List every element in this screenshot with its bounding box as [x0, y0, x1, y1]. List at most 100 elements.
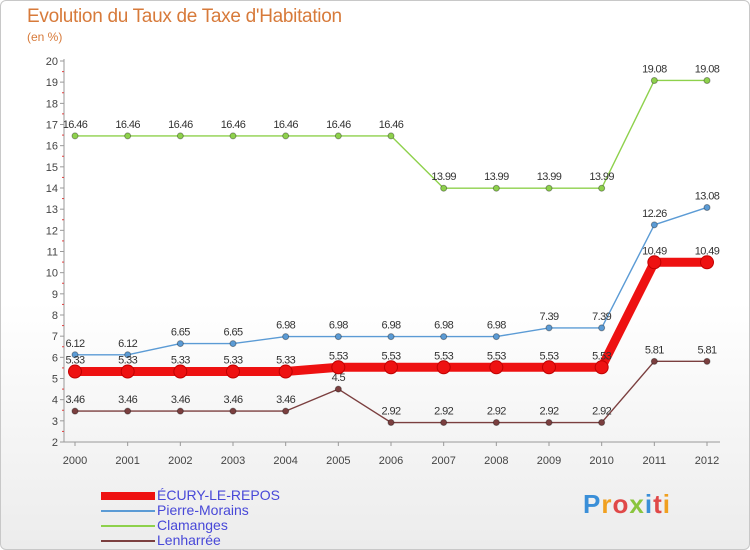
data-label: 5.53	[434, 350, 453, 362]
data-label: 5.33	[171, 355, 190, 367]
data-label: 12.26	[642, 208, 667, 220]
data-point	[492, 419, 500, 427]
data-label: 16.46	[273, 119, 298, 131]
x-tick-label: 2001	[115, 455, 139, 467]
logo-letter: i	[644, 489, 654, 519]
chart-title: Evolution du Taux de Taxe d'Habitation	[27, 6, 342, 27]
data-point	[594, 360, 609, 375]
data-label: 13.99	[537, 171, 562, 183]
y-tick-label: 4	[52, 395, 58, 407]
data-label: 5.33	[65, 355, 84, 367]
x-tick-label: 2012	[695, 455, 719, 467]
legend-swatch	[101, 492, 155, 500]
data-label: 6.65	[171, 327, 190, 339]
data-point	[387, 419, 395, 427]
y-tick-label: 8	[52, 310, 58, 322]
data-point	[650, 221, 658, 229]
data-label: 6.98	[487, 320, 506, 332]
data-point	[331, 360, 346, 375]
data-point	[545, 324, 553, 332]
data-label: 16.46	[379, 119, 404, 131]
y-tick-label: 15	[46, 162, 58, 174]
data-point	[440, 184, 448, 192]
data-point	[124, 407, 132, 415]
data-point	[545, 419, 553, 427]
data-point	[278, 364, 293, 379]
data-point	[436, 360, 451, 375]
data-point	[650, 76, 658, 84]
data-point	[492, 184, 500, 192]
data-point	[68, 364, 82, 379]
y-tick-label: 3	[52, 416, 58, 428]
x-tick-label: 2007	[431, 455, 455, 467]
chart-unit-label: (en %)	[27, 30, 63, 44]
data-label: 16.46	[221, 119, 246, 131]
logo-letter: o	[612, 489, 630, 519]
y-tick-label: 20	[46, 56, 58, 68]
x-tick-label: 2010	[589, 455, 613, 467]
data-label: 5.53	[381, 350, 400, 362]
data-point	[647, 255, 662, 270]
data-point	[71, 407, 79, 415]
legend-label: Clamanges	[157, 517, 228, 533]
data-label: 5.81	[645, 344, 664, 356]
y-tick-label: 12	[46, 225, 58, 237]
data-point	[229, 407, 237, 415]
data-label: 16.46	[326, 119, 351, 131]
data-point	[703, 76, 711, 84]
x-tick-label: 2005	[326, 455, 350, 467]
y-tick-label: 9	[52, 289, 58, 301]
logo-letter: x	[629, 489, 645, 519]
data-label: 6.12	[118, 338, 137, 350]
data-label: 2.92	[381, 406, 400, 418]
data-point	[229, 340, 237, 348]
data-point	[120, 364, 135, 379]
data-label: 3.46	[65, 394, 84, 406]
series-line	[74, 206, 708, 356]
proxiti-logo: Proxiti	[583, 489, 671, 520]
data-point	[598, 419, 606, 427]
y-tick-label: 16	[46, 141, 58, 153]
y-tick-label: 5	[52, 374, 58, 386]
data-point	[387, 132, 395, 140]
data-label: 6.98	[381, 320, 400, 332]
data-label: 19.08	[695, 63, 720, 75]
data-point	[440, 419, 448, 427]
data-point	[176, 407, 184, 415]
data-point	[226, 364, 240, 379]
y-tick-label: 14	[46, 183, 58, 195]
data-point	[124, 132, 132, 140]
data-label: 13.99	[589, 171, 614, 183]
data-label: 4.5	[332, 372, 346, 384]
data-point	[71, 351, 79, 359]
data-point	[598, 324, 606, 332]
data-label: 5.33	[223, 355, 242, 367]
x-tick-label: 2006	[379, 455, 403, 467]
data-label: 6.98	[329, 320, 348, 332]
data-point	[489, 360, 504, 375]
logo-letter: i	[662, 489, 671, 519]
data-label: 13.99	[431, 171, 456, 183]
x-tick-label: 2003	[221, 455, 245, 467]
legend-swatch	[101, 510, 155, 512]
data-label: 10.49	[642, 245, 667, 257]
data-label: 5.53	[487, 350, 506, 362]
data-point	[542, 360, 556, 375]
data-point	[334, 333, 342, 341]
data-label: 19.08	[642, 63, 667, 75]
data-label: 5.53	[592, 350, 611, 362]
data-label: 6.12	[65, 338, 84, 350]
data-point	[384, 360, 398, 375]
legend-label: Lenharrée	[157, 532, 221, 548]
data-point	[334, 132, 342, 140]
legend-swatch	[101, 525, 155, 527]
data-label: 13.08	[695, 190, 720, 202]
data-label: 5.33	[276, 355, 295, 367]
data-point	[334, 385, 342, 393]
x-tick-label: 2002	[168, 455, 192, 467]
x-tick-label: 2004	[273, 455, 297, 467]
data-label: 6.98	[276, 320, 295, 332]
logo-letter: t	[653, 489, 663, 519]
data-label: 6.98	[434, 320, 453, 332]
